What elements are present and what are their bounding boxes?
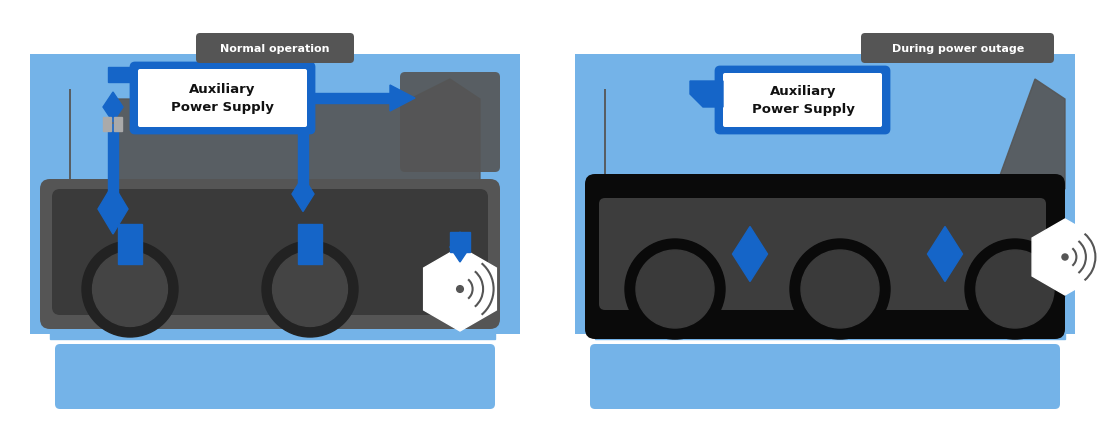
FancyBboxPatch shape [585, 174, 1064, 339]
Bar [114, 118, 122, 132]
Polygon shape [605, 80, 1064, 190]
FancyBboxPatch shape [52, 190, 488, 315]
Bar [450, 233, 470, 253]
Bar [595, 331, 1064, 339]
Polygon shape [733, 227, 767, 282]
Circle shape [625, 240, 725, 339]
Polygon shape [928, 227, 962, 282]
Polygon shape [1032, 220, 1098, 295]
Bar [103, 118, 111, 132]
FancyBboxPatch shape [56, 344, 495, 409]
FancyBboxPatch shape [196, 34, 354, 64]
Circle shape [456, 286, 463, 293]
Circle shape [790, 240, 890, 339]
Bar [297, 224, 322, 264]
Text: Auxiliary
Power Supply: Auxiliary Power Supply [171, 83, 273, 114]
Polygon shape [103, 93, 123, 123]
Circle shape [976, 250, 1054, 328]
Text: Normal operation: Normal operation [220, 44, 330, 54]
FancyBboxPatch shape [575, 55, 1074, 334]
Text: Auxiliary
Power Supply: Auxiliary Power Supply [751, 85, 855, 116]
Bar [297, 68, 307, 200]
Circle shape [801, 250, 879, 328]
Circle shape [82, 241, 178, 337]
Polygon shape [690, 82, 723, 108]
Polygon shape [292, 177, 314, 212]
FancyBboxPatch shape [861, 34, 1054, 64]
FancyBboxPatch shape [716, 68, 889, 134]
Bar [50, 331, 495, 339]
Circle shape [92, 252, 168, 327]
Polygon shape [70, 80, 480, 190]
Polygon shape [450, 233, 470, 263]
FancyBboxPatch shape [131, 64, 314, 134]
FancyBboxPatch shape [591, 344, 1060, 409]
FancyBboxPatch shape [400, 73, 500, 173]
Circle shape [636, 250, 714, 328]
Polygon shape [98, 184, 128, 234]
Bar [118, 224, 142, 264]
Bar [310, 94, 390, 104]
FancyBboxPatch shape [138, 70, 307, 128]
Text: During power outage: During power outage [891, 44, 1025, 54]
Bar [108, 68, 307, 83]
Circle shape [1062, 254, 1068, 260]
Circle shape [273, 252, 347, 327]
Polygon shape [390, 86, 415, 112]
Circle shape [965, 240, 1064, 339]
Circle shape [262, 241, 359, 337]
Polygon shape [424, 247, 496, 331]
Bar [108, 125, 118, 200]
FancyBboxPatch shape [40, 180, 500, 329]
FancyBboxPatch shape [599, 198, 1046, 310]
FancyBboxPatch shape [723, 74, 882, 128]
FancyBboxPatch shape [30, 55, 519, 334]
